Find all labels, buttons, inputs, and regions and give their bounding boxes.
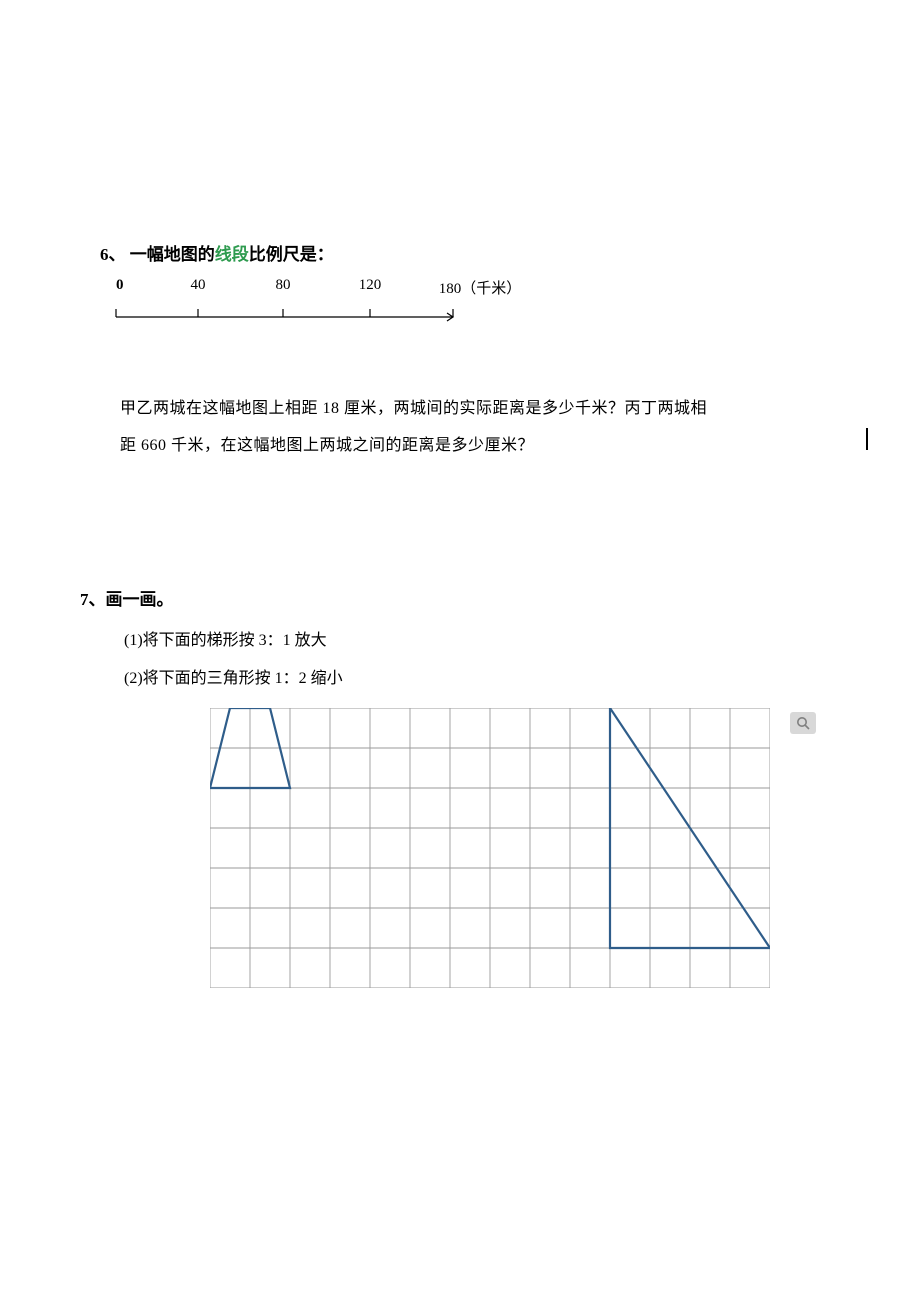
q6-body-text: 甲乙两城在这幅地图上相距 18 厘米，两城间的实际距离是多少千米？丙丁两城相 距…: [120, 391, 820, 465]
q7-title-text: 画一画。: [106, 590, 174, 609]
q7-number: 7、: [80, 590, 106, 609]
q7-sub2: (2)将下面的三角形按 1：2 缩小: [124, 664, 820, 688]
q6-body-line1: 甲乙两城在这幅地图上相距 18 厘米，两城间的实际距离是多少千米？丙丁两城相: [120, 391, 820, 428]
grid-figure-wrap: [210, 708, 820, 988]
q6-title-highlight: 线段: [215, 245, 249, 264]
question-6-title: 6、 一幅地图的线段比例尺是：: [100, 240, 820, 265]
q7-sub1: (1)将下面的梯形按 3：1 放大: [124, 626, 820, 650]
text-cursor-icon: [866, 428, 868, 450]
q6-number: 6、: [100, 245, 126, 264]
scale-label-1: 40: [191, 277, 206, 294]
magnify-badge[interactable]: [790, 712, 816, 734]
scale-label-2: 80: [276, 277, 291, 294]
q6-body-line2: 距 660 千米，在这幅地图上两城之间的距离是多少厘米？: [120, 428, 820, 465]
magnify-icon: [795, 715, 811, 731]
grid-svg: [210, 708, 770, 988]
scale-label-3: 120: [359, 277, 382, 294]
scale-label-0: 0: [116, 277, 124, 294]
q6-title-prefix: 一幅地图的: [130, 245, 215, 264]
scale-line-svg: [108, 309, 468, 327]
scale-label-4: 180（千米）: [439, 277, 522, 298]
scale-ruler: 0 40 80 120 180（千米）: [108, 277, 528, 341]
question-7-title: 7、画一画。: [80, 585, 820, 610]
q6-title-suffix: 比例尺是：: [249, 245, 334, 264]
